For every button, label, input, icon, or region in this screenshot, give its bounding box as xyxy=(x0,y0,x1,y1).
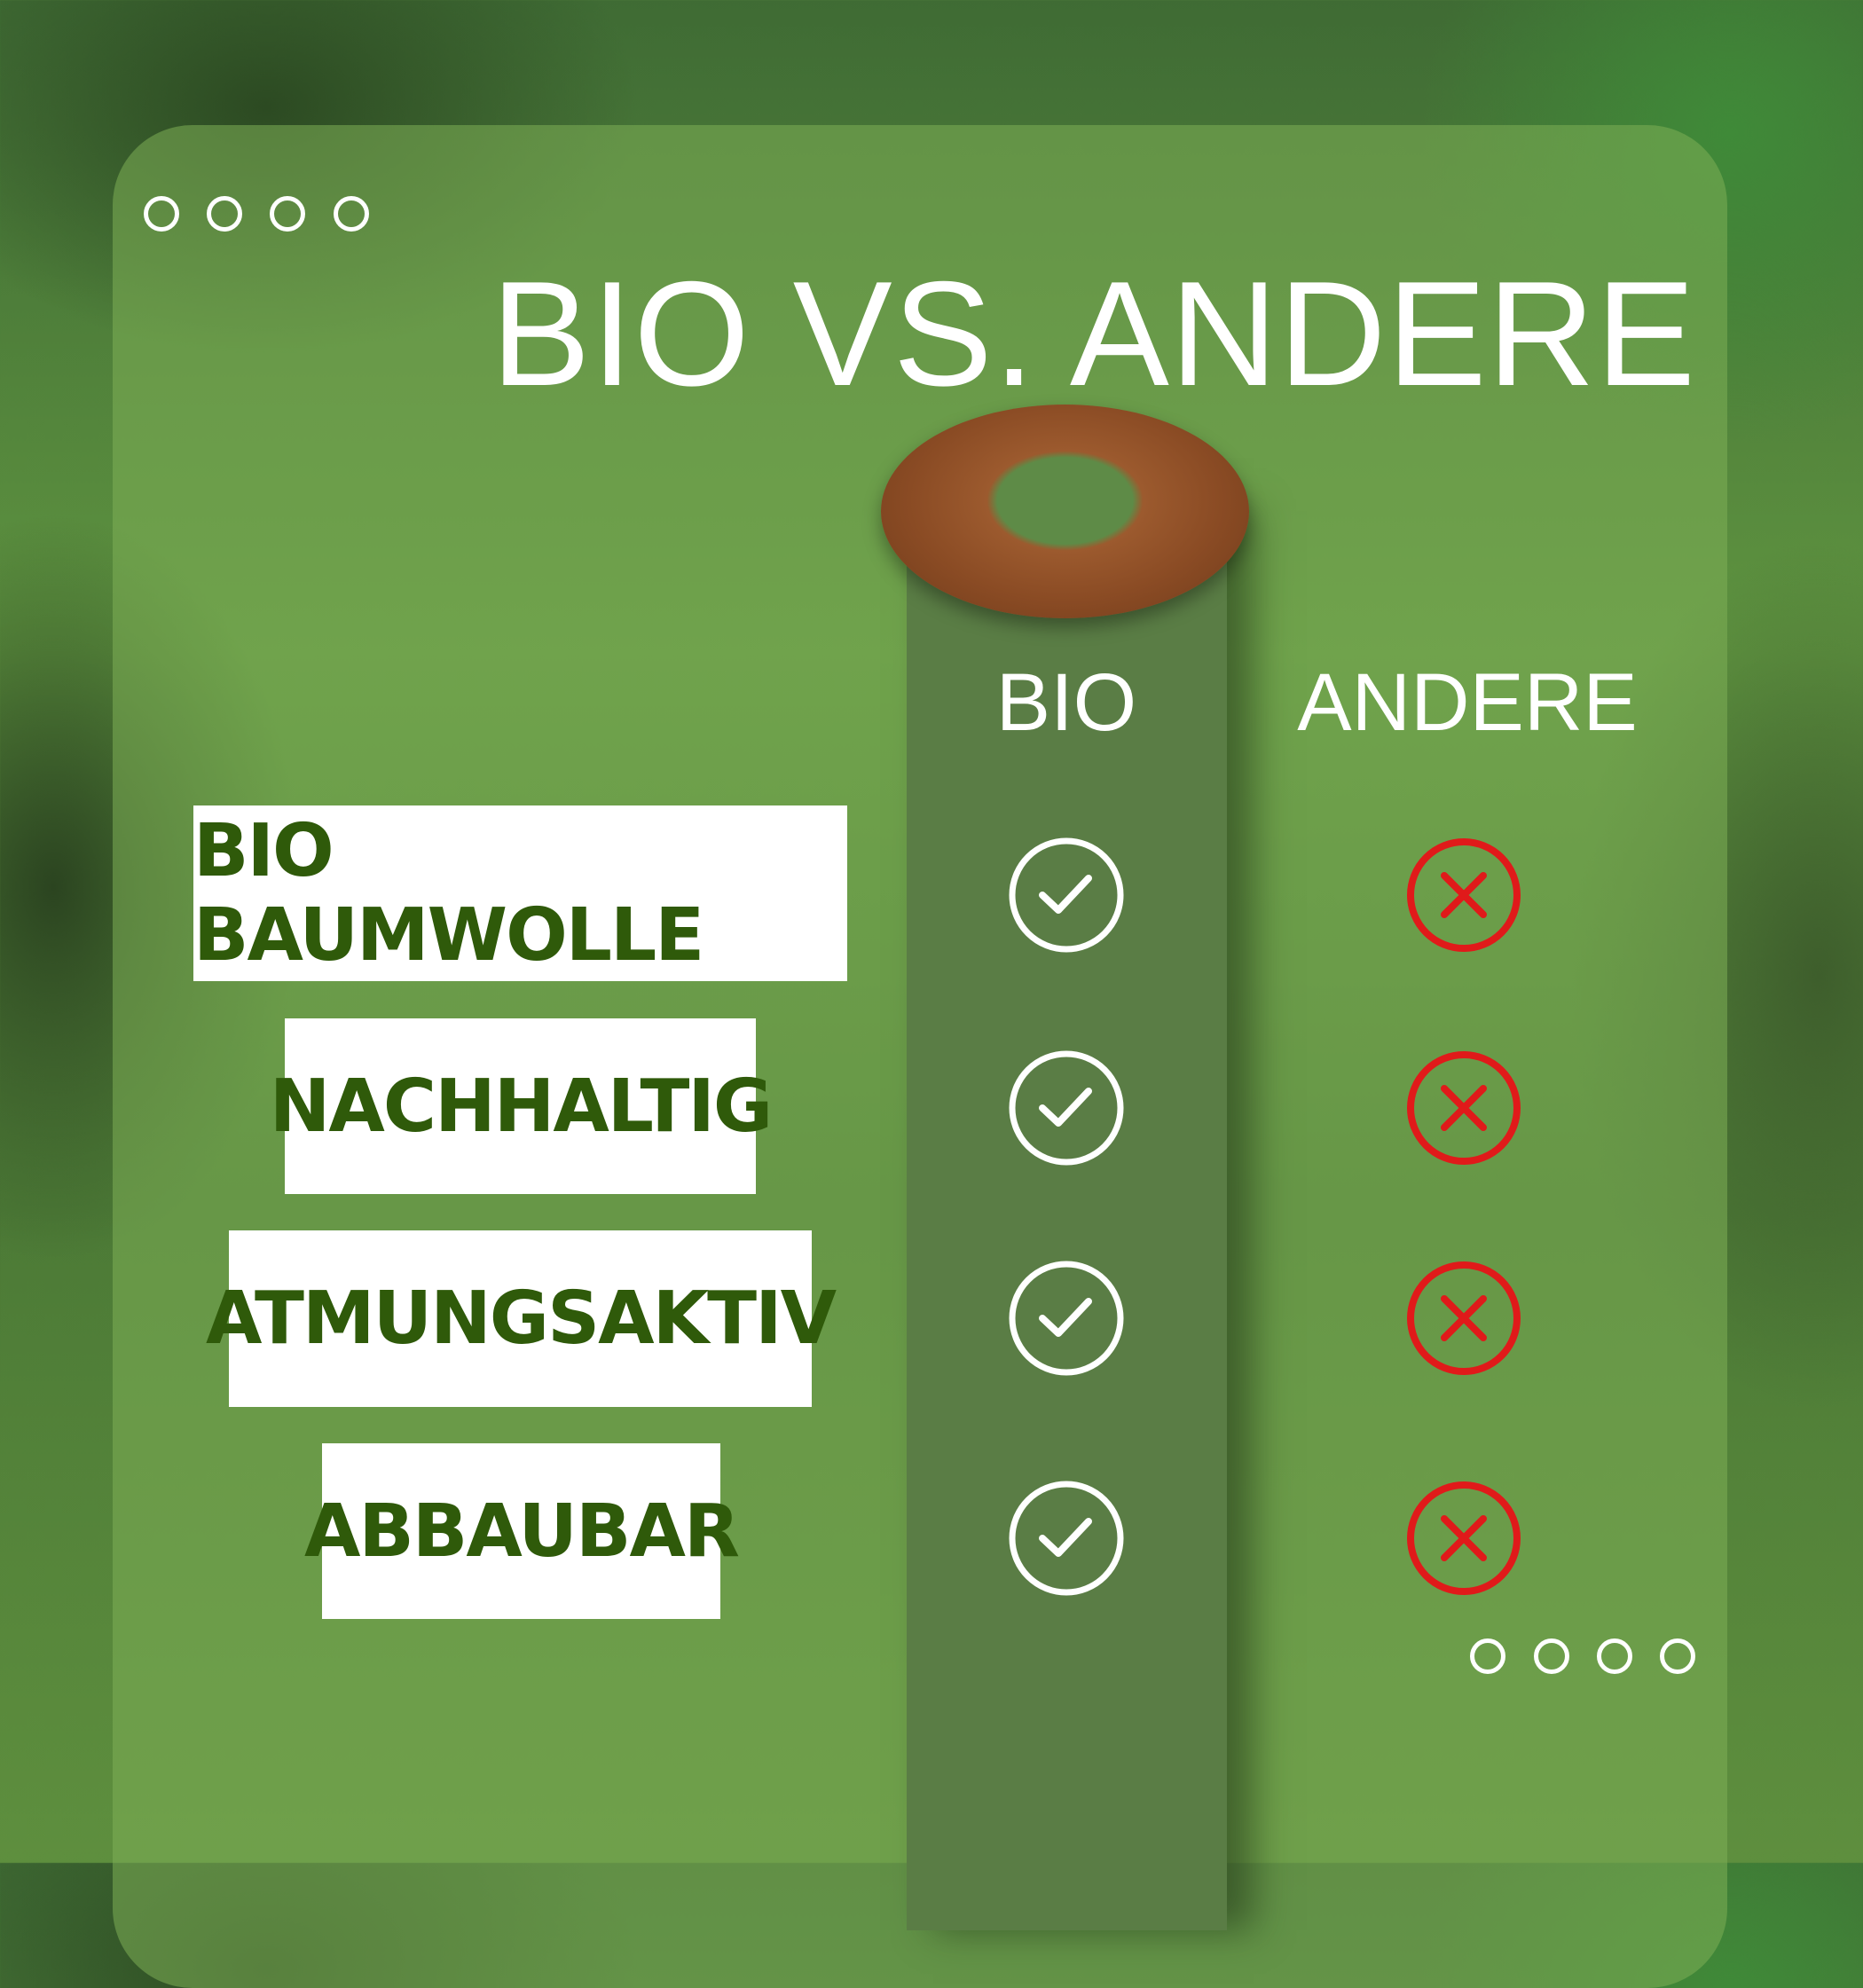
decorative-dot-icon xyxy=(1660,1638,1695,1674)
cross-circle-icon xyxy=(1404,1259,1523,1378)
cross-circle-icon xyxy=(1404,1479,1523,1598)
check-circle-icon xyxy=(1007,1479,1126,1598)
row-label: ABBAUBAR xyxy=(304,1443,740,1619)
row-label: ATMUNGSAKTIV xyxy=(206,1230,837,1407)
check-circle-icon xyxy=(1007,1259,1126,1378)
page-title: BIO VS. ANDERE xyxy=(491,250,1696,417)
decorative-dot-icon xyxy=(207,196,242,232)
column-header-bio: BIO xyxy=(995,657,1137,748)
cross-circle-icon xyxy=(1404,1049,1523,1167)
hair-tie-image xyxy=(881,405,1249,618)
decorative-dot-icon xyxy=(1597,1638,1632,1674)
row-label: NACHHALTIG xyxy=(270,1018,773,1194)
column-header-andere: ANDERE xyxy=(1297,657,1638,748)
decorative-dot-icon xyxy=(270,196,305,232)
check-circle-icon xyxy=(1007,836,1126,955)
decorative-dot-icon xyxy=(1470,1638,1505,1674)
cross-circle-icon xyxy=(1404,836,1523,955)
row-label: BIO BAUMWOLLE xyxy=(193,805,847,981)
decorative-dot-icon xyxy=(144,196,179,232)
decorative-dot-icon xyxy=(1534,1638,1569,1674)
bio-column-highlight xyxy=(907,511,1227,1930)
check-circle-icon xyxy=(1007,1049,1126,1167)
decorative-dot-icon xyxy=(334,196,369,232)
